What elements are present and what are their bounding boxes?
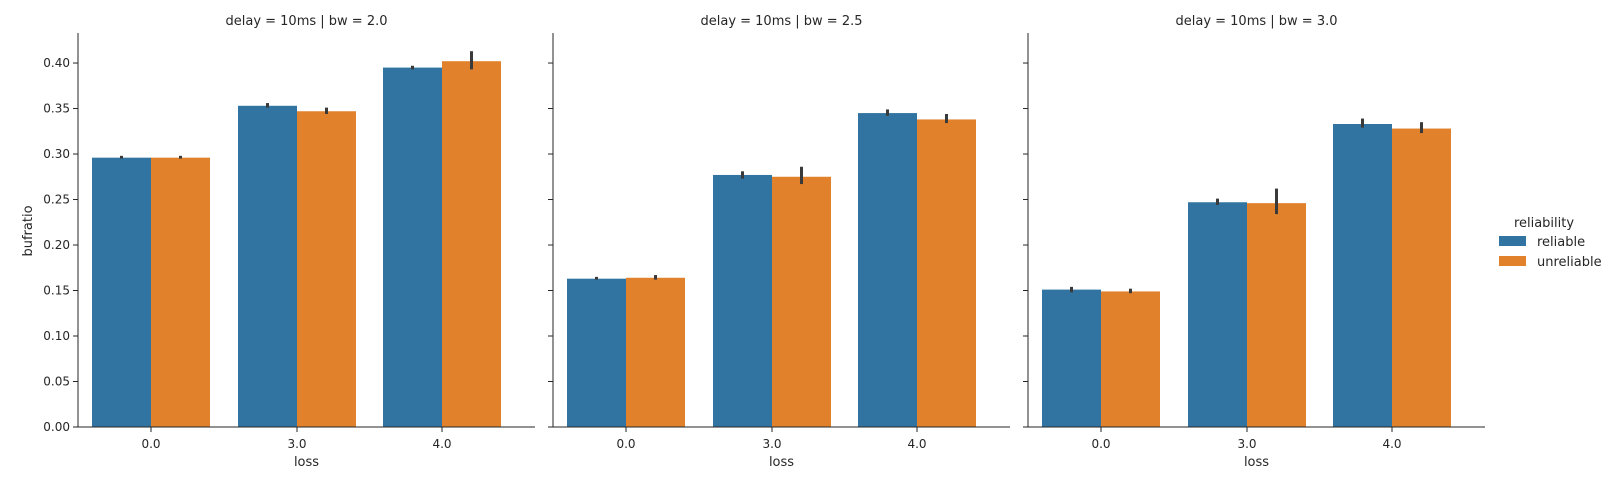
y-tick-label: 0.15	[43, 284, 70, 298]
bar-unreliable-0.0	[151, 157, 210, 427]
panel-2: delay = 10ms | bw = 2.5 0.0 3.0 4.0 loss	[548, 14, 1010, 470]
x-tick-label: 4.0	[1382, 437, 1401, 451]
x-axis-label: loss	[769, 455, 794, 470]
bar-reliable-0.0	[567, 278, 626, 427]
panel-3: delay = 10ms | bw = 3.0 0.0 3.0 4.0 loss	[1023, 14, 1485, 470]
bar-reliable-0.0	[1042, 289, 1101, 427]
x-axis-label: loss	[294, 455, 319, 470]
x-tick-label: 3.0	[1237, 437, 1256, 451]
bar-reliable-4.0	[858, 113, 917, 427]
y-tick-label: 0.25	[43, 193, 70, 207]
bar-unreliable-4.0	[1392, 128, 1451, 427]
x-tick-label: 4.0	[907, 437, 926, 451]
y-tick-label: 0.00	[43, 420, 70, 434]
bar-reliable-0.0	[92, 157, 151, 427]
y-tick-label: 0.35	[43, 102, 70, 116]
legend-swatch-unreliable	[1499, 256, 1526, 266]
panel-title: delay = 10ms | bw = 2.0	[225, 14, 387, 29]
x-tick-label: 3.0	[762, 437, 781, 451]
panel-1: delay = 10ms | bw = 2.0 0.00 0.05 0.10 0.15 0…	[43, 14, 535, 470]
x-tick-label: 0.0	[616, 437, 635, 451]
x-tick-label: 3.0	[287, 437, 306, 451]
y-tick-label: 0.05	[43, 375, 70, 389]
y-tick-label: 0.20	[43, 238, 70, 252]
legend-label-reliable: reliable	[1537, 235, 1585, 250]
bar-unreliable-3.0	[297, 111, 356, 428]
bar-unreliable-0.0	[626, 277, 685, 427]
y-axis-label: bufratio	[21, 205, 36, 256]
x-tick-label: 4.0	[432, 437, 451, 451]
bar-reliable-4.0	[383, 67, 442, 428]
legend: reliability reliable unreliable	[1499, 216, 1602, 270]
y-tick-label: 0.40	[43, 56, 70, 70]
legend-title: reliability	[1514, 216, 1574, 231]
bar-unreliable-4.0	[442, 61, 501, 427]
bar-reliable-3.0	[1188, 202, 1247, 427]
y-tick-label: 0.10	[43, 329, 70, 343]
bar-unreliable-4.0	[917, 119, 976, 427]
panel-title: delay = 10ms | bw = 2.5	[700, 14, 862, 29]
bar-reliable-4.0	[1333, 123, 1392, 427]
panel-title: delay = 10ms | bw = 3.0	[1175, 14, 1337, 29]
bar-unreliable-3.0	[772, 176, 831, 427]
bar-unreliable-3.0	[1247, 203, 1306, 427]
x-tick-label: 0.0	[1091, 437, 1110, 451]
panels: delay = 10ms | bw = 2.0 0.00 0.05 0.10 0.15 0…	[43, 14, 1485, 470]
bar-reliable-3.0	[238, 105, 297, 427]
bar-unreliable-0.0	[1101, 291, 1160, 427]
x-tick-label: 0.0	[141, 437, 160, 451]
y-tick-label: 0.30	[43, 147, 70, 161]
legend-label-unreliable: unreliable	[1537, 255, 1602, 270]
legend-swatch-reliable	[1499, 236, 1526, 246]
bar-reliable-3.0	[713, 174, 772, 427]
x-axis-label: loss	[1244, 455, 1269, 470]
